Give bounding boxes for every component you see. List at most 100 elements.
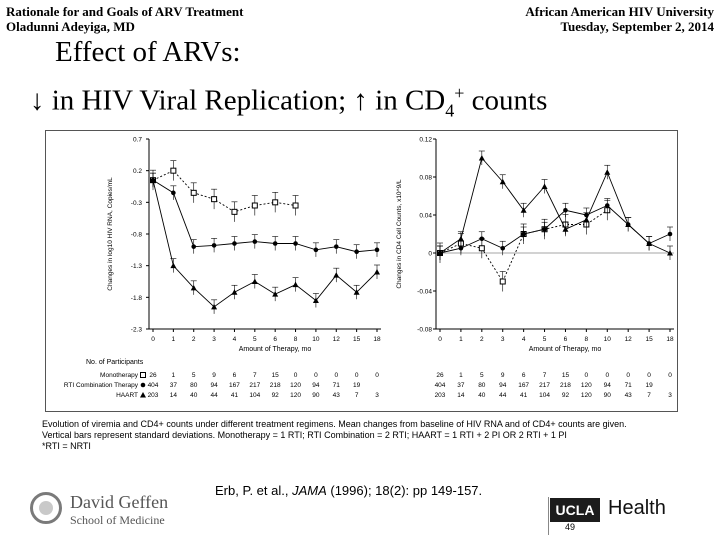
data-point-right-circle (458, 245, 464, 251)
data-point-left-circle (171, 190, 176, 196)
y-tick-label-left: -0.3 (131, 200, 143, 207)
participants-row-marker-icon (140, 392, 146, 398)
x-tick-label-left: 18 (373, 336, 381, 343)
participants-count-right: 3 (668, 392, 672, 399)
data-point-right-triangle (562, 226, 569, 232)
participants-count-right: 19 (645, 382, 653, 389)
data-point-left-square (190, 189, 197, 196)
participants-count-left: 218 (270, 382, 281, 389)
participants-count-left: 5 (192, 372, 196, 379)
participants-count-left: 0 (375, 372, 379, 379)
participants-count-left: 19 (353, 382, 361, 389)
participants-count-left: 94 (312, 382, 320, 389)
presentation-title: Rationale for and Goals of ARV Treatment (6, 4, 244, 19)
x-tick-label-left: 0 (151, 336, 155, 343)
participants-count-right: 71 (625, 382, 633, 389)
participants-count-left: 15 (272, 372, 280, 379)
data-point-left-square (292, 202, 299, 209)
participants-count-right: 0 (668, 372, 672, 379)
participants-count-left: 120 (290, 392, 301, 399)
data-point-left-triangle (211, 303, 218, 310)
participants-count-left: 0 (294, 372, 298, 379)
x-tick-label-right: 0 (438, 336, 442, 343)
data-point-left-triangle (251, 278, 258, 284)
participants-count-right: 104 (539, 392, 550, 399)
participants-count-right: 218 (560, 382, 571, 389)
data-point-left-triangle (231, 289, 238, 295)
data-point-left-triangle (312, 297, 319, 303)
series-line-right-square (439, 209, 608, 283)
data-point-right-square (478, 245, 485, 252)
data-point-right-triangle (520, 207, 527, 213)
footer-divider (548, 497, 549, 535)
x-tick-label-right: 3 (501, 336, 505, 343)
participants-count-right: 1 (459, 372, 463, 379)
participants-count-right: 404 (435, 382, 446, 389)
data-point-right-triangle (646, 240, 653, 246)
participants-row-marker-icon (140, 382, 146, 388)
y-tick-label-left: -1.3 (131, 263, 143, 270)
slide-title-line1: Effect of ARVs: (55, 36, 241, 68)
participants-count-left: 71 (333, 382, 341, 389)
data-point-left-square (251, 202, 258, 209)
ucla-seal-icon (30, 492, 62, 524)
title-subscript: 4 (445, 100, 455, 121)
data-point-left-triangle (272, 291, 279, 297)
participants-count-left: 0 (314, 372, 318, 379)
participants-count-right: 7 (543, 372, 547, 379)
slide-title-line2: ↓ in HIV Viral Replication; ↑ in CD4+ co… (30, 76, 547, 127)
participants-count-right: 41 (520, 392, 528, 399)
y-axis-label-right: Changes in CD4 Cell Counts, x10^9/L (396, 179, 403, 289)
participants-count-left: 37 (170, 382, 178, 389)
y-tick-label-left: -0.8 (131, 232, 143, 239)
participants-count-right: 5 (480, 372, 484, 379)
data-point-left-triangle (292, 281, 299, 288)
x-tick-label-left: 4 (233, 336, 237, 343)
participants-count-left: 167 (229, 382, 240, 389)
participants-count-left: 6 (233, 372, 237, 379)
health-wordmark: Health (608, 497, 666, 519)
participants-row-label: HAART (116, 392, 138, 399)
participants-count-right: 14 (457, 392, 465, 399)
y-tick-label-left: -2.3 (131, 327, 143, 334)
citation-journal: JAMA (292, 483, 327, 498)
y-tick-label-right: -0.08 (417, 327, 432, 334)
data-point-right-triangle (478, 155, 485, 161)
participants-count-right: 90 (604, 392, 612, 399)
participants-count-right: 0 (585, 372, 589, 379)
participants-count-left: 92 (272, 392, 280, 399)
participants-heading: No. of Participants (86, 359, 144, 366)
participants-count-right: 9 (501, 372, 505, 379)
x-tick-label-left: 15 (353, 336, 361, 343)
participants-count-left: 120 (290, 382, 301, 389)
header-right: African American HIV University Tuesday,… (525, 4, 714, 34)
data-point-left-square (231, 208, 238, 215)
data-point-right-circle (604, 203, 610, 208)
participants-count-left: 0 (334, 372, 338, 379)
y-tick-label-right: 0.08 (419, 175, 432, 182)
series-line-left-square (152, 170, 296, 213)
data-point-right-triangle (625, 221, 632, 227)
y-tick-label-right: -0.04 (417, 289, 432, 296)
data-point-left-square (170, 167, 177, 174)
data-point-left-circle (232, 241, 237, 246)
title-text-a: ↓ in HIV Viral Replication; ↑ in CD (30, 84, 446, 117)
data-point-right-triangle (457, 235, 464, 242)
data-point-right-triangle (437, 250, 443, 256)
title-superscript: + (454, 83, 465, 103)
series-line-right-triangle (439, 157, 671, 254)
data-point-left-circle (252, 239, 258, 244)
participants-count-left: 7 (253, 372, 257, 379)
participants-count-left: 7 (355, 392, 359, 399)
geffen-logo: David Geffen School of Medicine (30, 490, 230, 530)
series-line-right-circle (439, 204, 671, 254)
participants-count-right: 94 (604, 382, 612, 389)
data-point-right-circle (479, 236, 485, 242)
geffen-school: School of Medicine (70, 513, 165, 527)
participants-count-left: 203 (148, 392, 159, 399)
participants-count-right: 40 (478, 392, 486, 399)
participants-row-marker-icon (140, 372, 146, 378)
x-axis-label-right: Amount of Therapy, mo (529, 346, 602, 353)
data-point-left-circle (313, 247, 319, 253)
participants-count-left: 43 (333, 392, 341, 399)
